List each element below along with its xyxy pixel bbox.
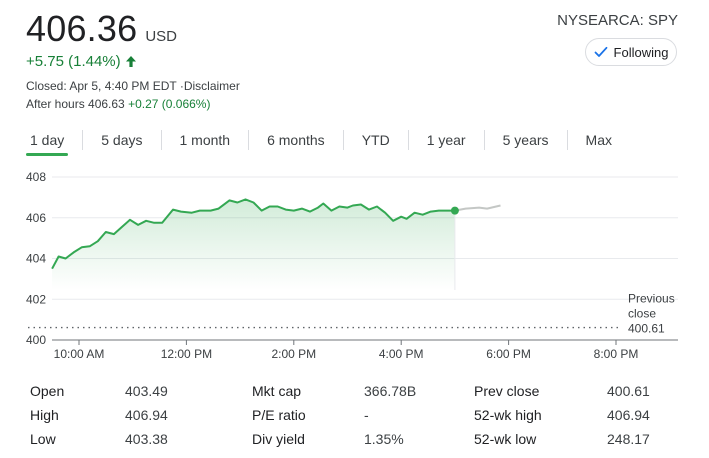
stat-value: 248.17 bbox=[607, 431, 650, 447]
stat-value: 406.94 bbox=[125, 407, 168, 423]
stat-label: High bbox=[30, 407, 59, 423]
stat-label: Div yield bbox=[252, 431, 305, 447]
x-tick-label: 10:00 AM bbox=[54, 347, 105, 361]
closed-status: Closed: Apr 5, 4:40 PM EDT ·Disclaimer bbox=[26, 79, 240, 93]
tab-divider bbox=[407, 130, 409, 150]
previous-close-value: 400.61 bbox=[628, 322, 665, 336]
stat-value: 403.38 bbox=[125, 431, 168, 447]
ticker-symbol: NYSEARCA: SPY bbox=[557, 12, 678, 29]
price-line-after-hours bbox=[454, 204, 501, 212]
price-row: 406.36 USD bbox=[26, 8, 177, 50]
tab-1-day[interactable]: 1 day bbox=[26, 128, 69, 156]
stat-label: 52-wk high bbox=[474, 407, 542, 423]
after-hours-change: +0.27 (0.066%) bbox=[128, 97, 211, 111]
price-change-value: +5.75 (1.44%) bbox=[26, 53, 121, 70]
tab-1-month[interactable]: 1 month bbox=[179, 132, 231, 148]
stat-row-52wk-high: 52-wk high 406.94 bbox=[474, 407, 650, 431]
stat-row-52wk-low: 52-wk low 248.17 bbox=[474, 431, 650, 455]
price-line-regular bbox=[51, 198, 455, 270]
price-change: +5.75 (1.44%) bbox=[26, 53, 137, 70]
current-price-dot bbox=[450, 206, 459, 215]
stat-label: P/E ratio bbox=[252, 407, 306, 423]
stats-column: Prev close 400.61 52-wk high 406.94 52-w… bbox=[474, 383, 650, 455]
tab-5-days[interactable]: 5 days bbox=[101, 132, 143, 148]
tab-1-year[interactable]: 1 year bbox=[426, 132, 466, 148]
stat-label: Prev close bbox=[474, 383, 540, 399]
y-tick-label: 402 bbox=[26, 292, 46, 306]
stat-row-open: Open 403.49 bbox=[30, 383, 168, 407]
stat-value: 403.49 bbox=[125, 383, 168, 399]
tab-6-months[interactable]: 6 months bbox=[267, 132, 325, 148]
stat-row-low: Low 403.38 bbox=[30, 431, 168, 455]
stat-value: 366.78B bbox=[364, 383, 417, 399]
tab-max[interactable]: Max bbox=[585, 132, 612, 148]
price-area-fill bbox=[52, 199, 455, 290]
stat-value: 1.35% bbox=[364, 431, 404, 447]
arrow-up-icon bbox=[125, 56, 136, 67]
tab-divider bbox=[483, 130, 485, 150]
stat-row-mkt-cap: Mkt cap 366.78B bbox=[252, 383, 416, 407]
stats-column: Mkt cap 366.78B P/E ratio - Div yield 1.… bbox=[252, 383, 416, 455]
tab-divider bbox=[160, 130, 162, 150]
y-tick-label: 400 bbox=[26, 333, 46, 347]
following-label: Following bbox=[613, 44, 669, 60]
x-tick-label: 12:00 PM bbox=[161, 347, 212, 361]
stat-label: Mkt cap bbox=[252, 383, 302, 399]
y-tick-label: 408 bbox=[26, 170, 46, 184]
previous-close-label: close bbox=[628, 307, 656, 321]
stat-label: Open bbox=[30, 383, 65, 399]
after-hours-label: After hours 406.63 bbox=[26, 97, 129, 111]
y-tick-label: 406 bbox=[26, 211, 46, 225]
following-button[interactable]: Following bbox=[585, 38, 677, 66]
x-tick-label: 2:00 PM bbox=[271, 347, 316, 361]
tab-divider bbox=[82, 130, 84, 150]
price-chart[interactable]: 408 406 404 402 400 10:00 AM 12:00 PM 2:00 PM 4:… bbox=[0, 160, 709, 370]
tab-divider bbox=[248, 130, 250, 150]
stat-row-prev-close: Prev close 400.61 bbox=[474, 383, 650, 407]
stat-row-high: High 406.94 bbox=[30, 407, 168, 431]
stat-value: 400.61 bbox=[607, 383, 650, 399]
previous-close-label: Previous bbox=[628, 292, 675, 306]
tab-5-years[interactable]: 5 years bbox=[502, 132, 549, 148]
checkmark-icon bbox=[594, 46, 607, 57]
x-tick-label: 6:00 PM bbox=[486, 347, 531, 361]
stat-value: - bbox=[364, 407, 369, 423]
after-hours-status: After hours 406.63 +0.27 (0.066%) bbox=[26, 97, 210, 111]
x-tick-label: 8:00 PM bbox=[594, 347, 639, 361]
x-tick-label: 4:00 PM bbox=[379, 347, 424, 361]
stat-row-pe-ratio: P/E ratio - bbox=[252, 407, 369, 431]
tab-divider bbox=[566, 130, 568, 150]
range-tabs: 1 day 5 days 1 month 6 months YTD 1 year… bbox=[26, 126, 616, 156]
current-price: 406.36 bbox=[26, 8, 138, 49]
stat-label: 52-wk low bbox=[474, 431, 537, 447]
stat-label: Low bbox=[30, 431, 56, 447]
tab-ytd[interactable]: YTD bbox=[361, 132, 390, 148]
tab-divider bbox=[342, 130, 344, 150]
stat-row-div-yield: Div yield 1.35% bbox=[252, 431, 404, 455]
y-tick-label: 404 bbox=[26, 252, 46, 266]
currency-label: USD bbox=[145, 28, 177, 45]
stats-column: Open 403.49 High 406.94 Low 403.38 bbox=[30, 383, 168, 455]
stat-value: 406.94 bbox=[607, 407, 650, 423]
